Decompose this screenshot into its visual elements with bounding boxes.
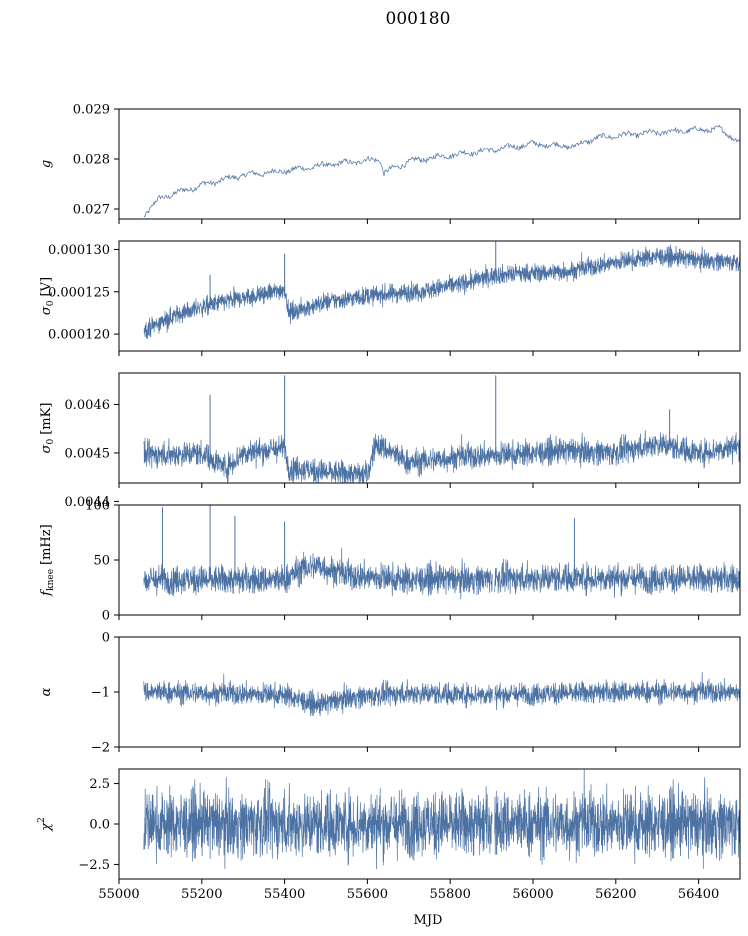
x-tick-label: 55000 xyxy=(98,887,139,902)
x-tick-label: 55400 xyxy=(264,887,305,902)
x-axis-label: MJD xyxy=(414,913,443,928)
y-axis-label: α xyxy=(39,687,54,696)
y-tick-label: 0.0 xyxy=(89,818,110,833)
y-tick-label: 0 xyxy=(102,609,110,624)
y-tick-label: −2.5 xyxy=(78,858,110,873)
y-tick-label: 0.027 xyxy=(73,203,110,218)
series-line xyxy=(143,769,740,870)
panel-4: 0 50 100 fknee[mHz] xyxy=(39,499,741,624)
panel-1: 0.027 0.028 0.029 g xyxy=(39,103,741,224)
series-line xyxy=(143,244,740,339)
x-tick-label: 56000 xyxy=(512,887,553,902)
figure-title: 000180 xyxy=(386,9,451,29)
y-tick-label: 0 xyxy=(102,631,110,646)
y-tick-label: 0.0045 xyxy=(65,446,111,461)
y-tick-label: 0.0046 xyxy=(65,398,111,413)
axes-frame xyxy=(118,504,741,616)
y-tick-label: 50 xyxy=(93,554,110,569)
y-tick-label: 2.5 xyxy=(89,777,110,792)
y-tick-label: 100 xyxy=(85,499,110,514)
y-tick-label: 0.029 xyxy=(73,103,110,118)
y-tick-label: 0.0044 xyxy=(65,495,111,510)
series-line xyxy=(143,547,740,600)
panel-5: −2 −1 0 α xyxy=(39,631,741,756)
y-tick-label: 0.028 xyxy=(73,153,110,168)
x-tick-label: 55800 xyxy=(430,887,471,902)
y-axis-label: g xyxy=(39,160,54,168)
x-tick-label: 56200 xyxy=(595,887,636,902)
y-axis-label: χ2 xyxy=(37,817,54,832)
y-tick-label: 0.000130 xyxy=(48,243,110,258)
series-line xyxy=(143,430,740,483)
axes-frame xyxy=(118,240,741,352)
panel-6: −2.5 0.0 2.5 55000 55200 55400 55600 55800 56000… xyxy=(37,768,741,902)
axes-frame xyxy=(118,372,741,484)
y-tick-label: −1 xyxy=(91,686,110,701)
series-line xyxy=(143,124,740,218)
x-tick-label: 56400 xyxy=(678,887,719,902)
panel-2: 0.000120 0.000125 0.000130 σ0[V] xyxy=(39,240,741,356)
y-axis-label: fknee[mHz] xyxy=(39,524,56,596)
y-axis-label: σ0[mK] xyxy=(39,403,56,454)
y-tick-label: 0.000120 xyxy=(48,328,110,343)
x-tick-label: 55600 xyxy=(347,887,388,902)
series-line xyxy=(143,671,740,717)
y-axis-label: σ0[V] xyxy=(39,277,56,315)
y-tick-label: 0.000125 xyxy=(48,285,110,300)
panel-3: 0.0044 0.0045 0.0046 σ0[mK] xyxy=(39,372,741,510)
y-tick-label: −2 xyxy=(91,741,110,756)
panels: 0.027 0.028 0.029 g 0.000120 0.000125 0.000130… xyxy=(37,103,741,902)
x-tick-label: 55200 xyxy=(181,887,222,902)
axes-frame xyxy=(118,108,741,220)
